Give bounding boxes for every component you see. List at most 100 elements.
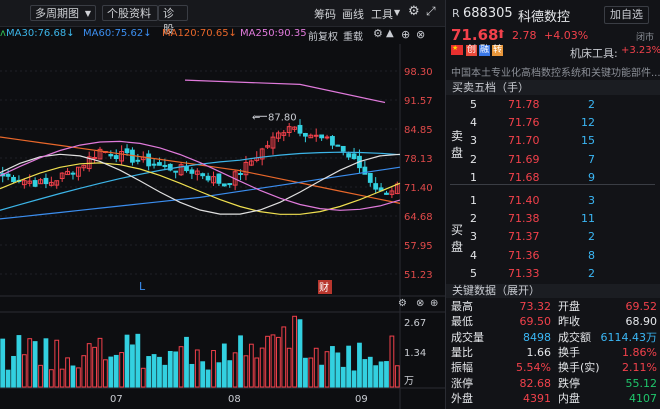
industry-label[interactable]: 机床工具: [570, 47, 618, 60]
key-value: 55.12 [625, 376, 658, 390]
kline-chart[interactable]: 98.30 91.57 84.85 78.13 71.40 64.68 57.95 51.23… [0, 44, 445, 409]
arrow-left-icon: ← [252, 112, 260, 123]
candle-body [243, 161, 249, 176]
ma20-line [0, 140, 401, 211]
key-data-row: 成交量 8498 成交额 6114.43万 [446, 331, 660, 344]
date-tick-label: 09 [355, 394, 368, 405]
key-label: 振幅 [451, 361, 473, 375]
ask-level: 4 [470, 116, 477, 130]
volume-bar [157, 356, 162, 388]
bid-row[interactable]: 5 71.33 2 [446, 266, 660, 281]
candle-body [124, 148, 130, 154]
volume-bar [259, 347, 265, 388]
bid-row[interactable]: 3 71.37 2 [446, 229, 660, 244]
volume-bar [38, 364, 43, 388]
candle-body [303, 132, 308, 137]
candle-body [286, 126, 292, 133]
candle-body [346, 153, 352, 158]
key-data-row: 外盘 4391 内盘 4107 [446, 392, 660, 405]
ask-row[interactable]: 1 71.68 9 [446, 170, 660, 185]
candle-body [362, 166, 368, 175]
volume-bar [54, 339, 60, 388]
candle-body [92, 156, 97, 159]
candle-body [221, 183, 227, 187]
volume-bar [265, 335, 270, 388]
candle-body [319, 134, 325, 139]
volume-bar [167, 350, 173, 388]
volume-bar [367, 356, 373, 388]
badge-rong: 融 [479, 45, 491, 56]
overlay-toggle[interactable]: 重载 [343, 32, 363, 43]
key-value: 5.54% [516, 361, 551, 375]
candle-body [384, 192, 389, 195]
ask-price: 71.69 [508, 152, 540, 166]
volume-bar [130, 344, 135, 388]
candle-body [162, 164, 168, 167]
bid-row[interactable]: 2 71.38 11 [446, 211, 660, 226]
candle-body [308, 134, 314, 139]
expand-icon[interactable]: ⤢ [426, 4, 436, 18]
key-data-title[interactable]: 关键数据（展开） [452, 284, 540, 297]
ask-row[interactable]: 5 71.78 2 [446, 97, 660, 112]
diagnose-button[interactable]: 诊股 [158, 5, 188, 36]
bid-row[interactable]: 4 71.36 8 [446, 248, 660, 263]
candle-body [216, 173, 222, 184]
adjust-mode[interactable]: 前复权 [308, 32, 338, 43]
ma120-value: MA120:70.65↓ [162, 28, 237, 39]
diagnose-label: 诊股 [163, 7, 174, 36]
key-value: 82.68 [519, 376, 552, 390]
bid-level: 1 [470, 194, 477, 207]
volume-bar [346, 345, 352, 388]
volume-bar [357, 342, 362, 388]
add-watch-button[interactable]: 加自选 [604, 6, 649, 24]
badge-chuang: 创 [466, 45, 478, 56]
volume-bar [70, 365, 76, 388]
board-tag: R [452, 7, 460, 20]
ma60-value: MA60:75.62↓ [83, 28, 152, 39]
candle-body [297, 124, 303, 134]
tools-tab[interactable]: 工具 [371, 8, 393, 21]
key-data-row: 涨停 82.68 跌停 55.12 [446, 377, 660, 390]
volume-bar [173, 351, 179, 388]
volume-bar [140, 367, 146, 388]
key-value: 73.32 [519, 300, 552, 313]
ma5-line [0, 153, 401, 215]
volume-bar [232, 352, 238, 388]
volume-bar [92, 346, 97, 388]
sell-label: 卖 [451, 129, 464, 143]
stock-profile-button[interactable]: 个股资料 [102, 5, 158, 21]
bid-price: 71.40 [508, 194, 540, 207]
candle-body [11, 176, 16, 183]
volume-bar [281, 326, 287, 388]
plus-icon[interactable]: ⊕ [401, 28, 411, 41]
close-icon[interactable]: ⊗ [416, 28, 426, 41]
candle-body [119, 151, 125, 162]
chevron-up-icon[interactable]: ▲ [386, 28, 394, 39]
company-description: 中国本土专业化高档数控系统和关键功能部件... [451, 68, 660, 78]
candle-body [151, 163, 157, 166]
candle-body [5, 173, 11, 177]
key-label: 内盘 [558, 391, 580, 405]
volume-bar [48, 369, 54, 388]
key-value: 1.66 [526, 345, 552, 359]
bid-level: 2 [470, 212, 477, 226]
period-selector[interactable]: 多周期图 ▼ [30, 5, 96, 21]
volume-bar [286, 347, 292, 388]
volume-bar [11, 355, 16, 388]
chevron-down-icon[interactable]: ▼ [394, 8, 401, 17]
ask-row[interactable]: 2 71.69 7 [446, 152, 660, 167]
stock-name: 科德数控 [518, 10, 571, 25]
cai-marker-bg [318, 280, 332, 294]
ma30-value: MA30:76.68↓ [6, 28, 75, 39]
ask-row[interactable]: 3 71.70 15 [446, 133, 660, 148]
book-divider [450, 184, 655, 185]
chips-tab[interactable]: 筹码 [314, 8, 336, 21]
key-value: 1.86% [622, 345, 657, 359]
ma250-line [184, 79, 386, 104]
drawing-tab[interactable]: 画线 [342, 8, 364, 21]
ask-row[interactable]: 4 71.76 12 [446, 115, 660, 130]
chart-gear-icon[interactable]: ⚙ [373, 27, 383, 40]
bid-row[interactable]: 1 71.40 3 [446, 193, 660, 208]
ask-level: 1 [470, 170, 477, 184]
gear-icon[interactable]: ⚙ [408, 4, 420, 19]
